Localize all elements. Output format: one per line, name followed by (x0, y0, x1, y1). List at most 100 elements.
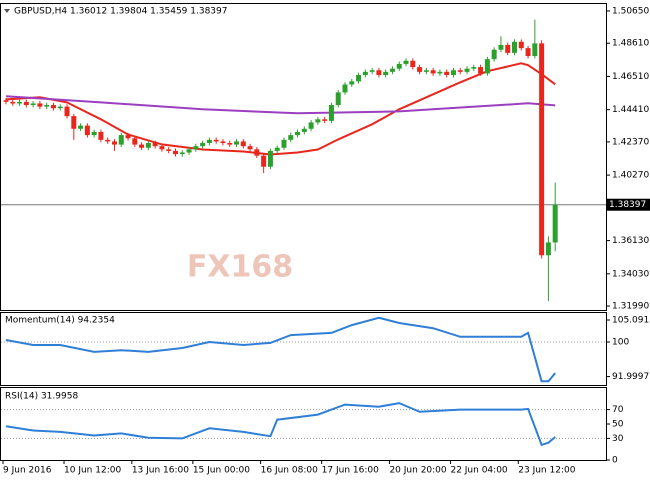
y-tick-label: 1.42370 (612, 137, 649, 147)
candle-body (471, 67, 477, 69)
candle-body (125, 135, 131, 139)
candle-body (545, 242, 551, 256)
candle-body (389, 68, 395, 72)
x-tick-label: 15 Jun 00:00 (193, 466, 250, 476)
candle-body (281, 139, 287, 148)
candle-body (64, 106, 70, 117)
y-tick-label: 105.0915 (612, 315, 650, 325)
candle-body (254, 149, 260, 156)
candle-body (362, 71, 368, 76)
y-tick-label: 1.36130 (612, 236, 649, 246)
candle-body (166, 149, 172, 151)
indicator-line (5, 402, 556, 447)
indicator-line (5, 316, 556, 383)
momentum-frame (0, 312, 607, 386)
watermark: FX168 (187, 250, 293, 285)
candle-body (525, 48, 531, 57)
candle-body (383, 71, 389, 76)
x-tick-label: 9 Jun 2016 (3, 466, 52, 476)
candle-body (315, 119, 321, 123)
candle-body (105, 139, 111, 142)
candle-body (498, 44, 504, 50)
candle-body (491, 49, 497, 60)
candle-body (518, 41, 524, 49)
moving-average (5, 62, 556, 156)
candle-body (342, 84, 348, 93)
candle-body (437, 71, 443, 74)
candle-body (267, 150, 273, 167)
candle-body (396, 63, 402, 69)
y-tick-label: 70 (612, 405, 624, 415)
candle-body (539, 43, 545, 256)
candle-body (78, 125, 84, 129)
y-tick-label: 1.40270 (612, 171, 649, 181)
candle-body (484, 59, 490, 74)
candle-body (403, 60, 409, 64)
main-frame (0, 3, 607, 311)
candle-body (152, 143, 158, 147)
candle-body (193, 146, 199, 150)
y-tick-label: 1.34030 (612, 269, 649, 279)
x-tick-label: 16 Jun 08:00 (261, 466, 318, 476)
candle-body (23, 101, 29, 106)
candle-body (423, 70, 429, 72)
candle-body (200, 143, 206, 147)
candle-body (44, 105, 50, 107)
candle-body (173, 150, 178, 155)
candle-body (301, 128, 307, 132)
candle-body (308, 122, 314, 129)
collapse-icon (4, 9, 10, 13)
candle-body (356, 75, 362, 82)
candle-body (57, 106, 63, 109)
current-price-label: 1.38397 (609, 200, 646, 210)
candle-body (322, 119, 328, 121)
current-price-tag (606, 198, 650, 211)
candle-body (288, 135, 294, 140)
candle-body (478, 67, 484, 74)
candle-body (349, 81, 355, 85)
x-tick-label: 13 Jun 16:00 (132, 466, 189, 476)
y-tick-label: 1.46510 (612, 72, 649, 82)
candle-body (71, 116, 77, 129)
candle-body (186, 149, 192, 153)
candle-body (91, 131, 97, 136)
candle-body (410, 60, 416, 68)
candle-body (118, 135, 124, 145)
candle-body (206, 139, 212, 144)
candle-body (240, 141, 246, 147)
candle-body (17, 101, 23, 104)
x-tick-label: 22 Jun 04:00 (450, 466, 507, 476)
candle-body (444, 71, 450, 76)
candle-body (179, 152, 185, 155)
candle-body (234, 141, 240, 145)
candle-body (220, 141, 226, 144)
x-tick-label: 23 Jun 12:00 (518, 466, 575, 476)
candle-body (450, 70, 456, 76)
y-tick-label: 91.9997 (612, 372, 649, 382)
candle-body (335, 92, 341, 106)
candle-body (505, 44, 511, 53)
candle-body (369, 70, 375, 72)
candle-body (10, 101, 16, 104)
candle-body (50, 105, 56, 109)
y-tick-label: 30 (612, 434, 624, 444)
y-tick-label: 1.48610 (612, 39, 649, 49)
candle-body (552, 204, 558, 243)
candle-body (98, 131, 104, 140)
x-tick-label: 17 Jun 16:00 (322, 466, 379, 476)
y-tick-label: 1.31990 (612, 302, 649, 312)
candle-body (295, 131, 301, 136)
moving-average (5, 95, 556, 115)
candle-body (30, 103, 36, 106)
y-tick-label: 1.50650 (612, 6, 649, 16)
x-tick-label: 20 Jun 20:00 (389, 466, 446, 476)
candle-body (464, 68, 470, 72)
candle-body (457, 70, 463, 72)
candle-body (430, 70, 436, 74)
candle-body (84, 125, 90, 136)
candle-body (145, 143, 151, 148)
y-tick-label: 1.44410 (612, 105, 649, 115)
rsi-title: RSI(14) 31.9958 (5, 392, 78, 402)
candle-body (159, 146, 165, 150)
